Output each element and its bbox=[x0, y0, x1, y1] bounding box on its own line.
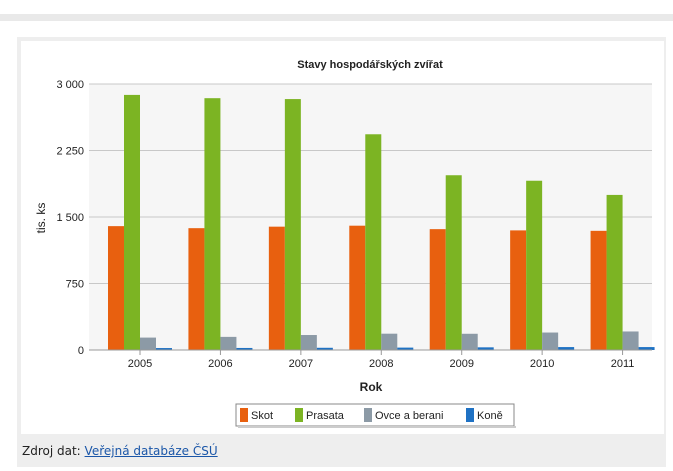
bar-kon--2009 bbox=[477, 347, 494, 350]
legend-label: Skot bbox=[251, 410, 273, 422]
legend-item-prasata[interactable]: Prasata bbox=[295, 408, 345, 422]
bar-skot-2009 bbox=[429, 229, 446, 350]
y-tick-label: 3 000 bbox=[56, 79, 84, 91]
legend-label: Koně bbox=[477, 410, 503, 422]
bar-ovce-a-berani-2010 bbox=[542, 332, 559, 350]
legend-shadow bbox=[238, 426, 516, 428]
bar-skot-2010 bbox=[510, 230, 527, 350]
legend-item-skot[interactable]: Skot bbox=[240, 408, 273, 422]
bar-skot-2007 bbox=[268, 226, 285, 350]
bar-ovce-a-berani-2009 bbox=[461, 333, 478, 350]
bar-ovce-a-berani-2006 bbox=[220, 336, 237, 350]
y-tick-label: 1 500 bbox=[56, 212, 84, 224]
bar-ovce-a-berani-2007 bbox=[300, 335, 317, 350]
bar-prasata-2006 bbox=[204, 98, 221, 350]
bar-skot-2006 bbox=[188, 228, 205, 350]
bar-skot-2011 bbox=[590, 230, 607, 350]
legend-item-kon-[interactable]: Koně bbox=[466, 408, 503, 422]
x-tick-label: 2005 bbox=[128, 358, 152, 370]
source-link[interactable]: Veřejná databáze ČSÚ bbox=[84, 444, 218, 458]
bar-prasata-2010 bbox=[526, 180, 543, 350]
x-axis-label: Rok bbox=[360, 380, 383, 394]
top-divider bbox=[0, 14, 673, 21]
bar-ovce-a-berani-2008 bbox=[381, 333, 398, 350]
legend-swatch bbox=[466, 408, 474, 422]
bar-kon--2010 bbox=[558, 347, 575, 350]
data-source: Zdroj dat: Veřejná databáze ČSÚ bbox=[22, 444, 218, 458]
bar-prasata-2011 bbox=[606, 194, 623, 350]
bar-ovce-a-berani-2005 bbox=[140, 337, 156, 350]
x-axis-ticks: 2005 2006 2007 2008 2009 2010 2011 bbox=[128, 350, 635, 370]
bar-prasata-2005 bbox=[124, 94, 140, 350]
bars bbox=[108, 94, 655, 350]
bar-kon--2005 bbox=[156, 348, 172, 350]
y-tick-label: 750 bbox=[66, 279, 84, 291]
bar-chart: 0 750 1 500 2 250 3 000 2005 2006 2007 2008 2009… bbox=[34, 59, 655, 428]
source-label: Zdroj dat: bbox=[22, 444, 81, 458]
legend-label: Ovce a berani bbox=[375, 410, 443, 422]
bar-ovce-a-berani-2011 bbox=[622, 331, 639, 350]
bar-prasata-2009 bbox=[445, 175, 462, 350]
chart-title: Stavy hospodářských zvířat bbox=[297, 59, 443, 71]
x-tick-label: 2009 bbox=[449, 358, 473, 370]
bar-kon--2006 bbox=[236, 347, 253, 350]
legend: Skot Prasata Ovce a berani Koně bbox=[235, 403, 516, 428]
legend-swatch bbox=[295, 408, 303, 422]
legend-swatch bbox=[240, 408, 248, 422]
y-axis-ticks: 0 750 1 500 2 250 3 000 bbox=[56, 79, 84, 357]
bar-kon--2007 bbox=[316, 347, 333, 350]
y-axis-label: tis. ks bbox=[34, 203, 48, 234]
x-tick-label: 2006 bbox=[208, 358, 232, 370]
legend-item-ovce-a-berani[interactable]: Ovce a berani bbox=[364, 408, 443, 422]
bar-skot-2008 bbox=[349, 225, 366, 350]
legend-label: Prasata bbox=[306, 410, 345, 422]
x-tick-label: 2007 bbox=[289, 358, 313, 370]
bar-prasata-2007 bbox=[284, 99, 301, 350]
x-tick-label: 2011 bbox=[611, 358, 635, 370]
x-tick-label: 2010 bbox=[530, 358, 554, 370]
bar-prasata-2008 bbox=[365, 134, 382, 350]
x-tick-label: 2008 bbox=[369, 358, 393, 370]
bar-skot-2005 bbox=[108, 226, 124, 350]
bar-kon--2008 bbox=[397, 347, 414, 350]
legend-swatch bbox=[364, 408, 372, 422]
bar-kon--2011 bbox=[638, 347, 655, 350]
y-tick-label: 0 bbox=[78, 345, 84, 357]
y-tick-label: 2 250 bbox=[56, 146, 84, 158]
